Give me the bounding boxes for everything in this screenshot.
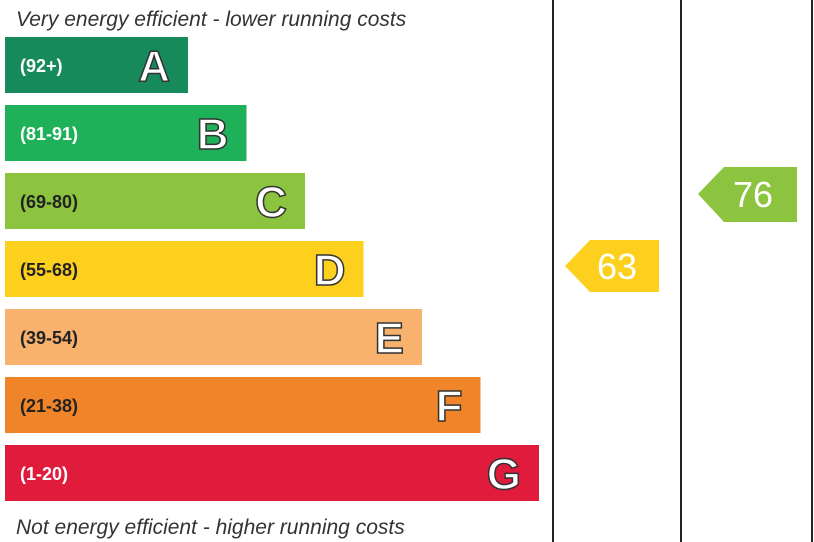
band-bar xyxy=(5,37,188,93)
band-range: (21-38) xyxy=(20,396,78,416)
band-bar xyxy=(5,377,481,433)
potential-rating: 76 xyxy=(733,174,773,215)
band-range: (1-20) xyxy=(20,464,68,484)
band-bar xyxy=(5,445,539,501)
band-bar xyxy=(5,173,305,229)
band-range: (55-68) xyxy=(20,260,78,280)
band-letter: B xyxy=(197,110,229,159)
band-letter: G xyxy=(487,450,521,499)
band-range: (92+) xyxy=(20,56,63,76)
band-bar xyxy=(5,105,247,161)
band-letter: C xyxy=(255,178,287,227)
band-range: (39-54) xyxy=(20,328,78,348)
band-letter: D xyxy=(314,246,346,295)
current-rating: 63 xyxy=(597,246,637,287)
band-bar xyxy=(5,309,422,365)
band-letter: F xyxy=(436,382,463,431)
current-rating-arrow xyxy=(565,240,659,292)
top-caption: Very energy efficient - lower running co… xyxy=(16,8,407,31)
band-range: (69-80) xyxy=(20,192,78,212)
potential-rating-arrow xyxy=(698,167,797,222)
bottom-caption: Not energy efficient - higher running co… xyxy=(16,516,405,539)
band-range: (81-91) xyxy=(20,124,78,144)
band-letter: A xyxy=(138,42,170,91)
band-bar xyxy=(5,241,364,297)
band-letter: E xyxy=(375,314,404,363)
